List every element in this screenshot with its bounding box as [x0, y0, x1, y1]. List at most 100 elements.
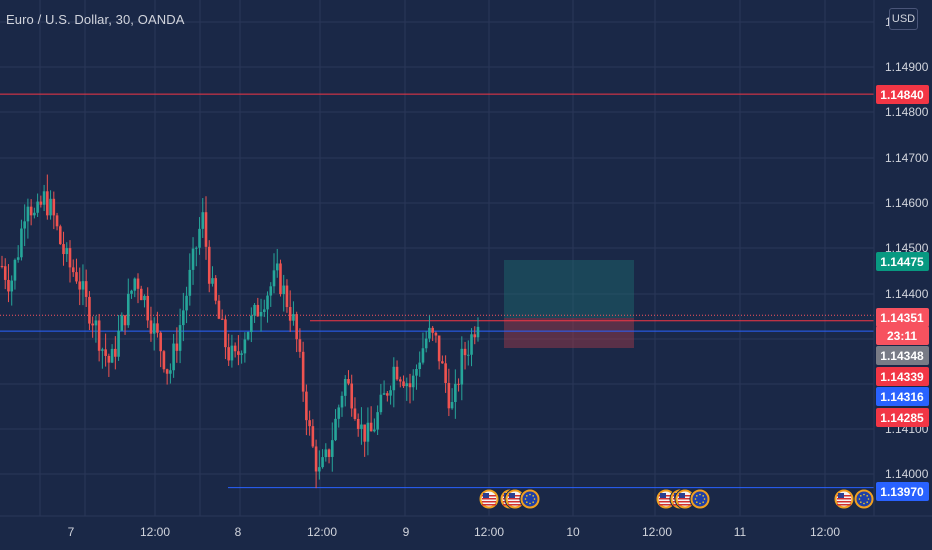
price-tick-partial: 1	[885, 15, 892, 29]
svg-text:1.14316: 1.14316	[880, 390, 924, 404]
candle-body	[78, 281, 82, 290]
candle-body	[152, 323, 156, 334]
candle-body	[240, 353, 243, 355]
time-tick-label: 9	[403, 525, 410, 539]
eu-flag-icon[interactable]	[519, 488, 541, 510]
economic-events[interactable]	[478, 488, 875, 510]
candle-body	[39, 201, 43, 205]
candle-body	[71, 267, 75, 273]
candle-body	[7, 279, 10, 292]
time-tick-label: 10	[566, 525, 580, 539]
candle-body	[29, 206, 33, 216]
candle-body	[447, 382, 451, 409]
candle-body	[415, 369, 418, 376]
target-zone[interactable]	[504, 260, 634, 318]
candle-body	[473, 334, 477, 338]
candle-body	[139, 288, 143, 301]
price-axis-tags: 1.14840 1.14475 1.14351 23:11 1.14348 1.14339…	[876, 85, 929, 501]
candle-body	[130, 290, 133, 294]
candle-body	[395, 366, 399, 380]
candle-body	[470, 334, 473, 355]
candle-body	[411, 375, 415, 388]
candle-body	[311, 426, 315, 447]
stop-zone[interactable]	[504, 318, 634, 348]
time-tick-label: 12:00	[140, 525, 170, 539]
candle-body	[363, 424, 366, 442]
candle-body	[308, 420, 311, 427]
svg-text:1.14339: 1.14339	[880, 370, 924, 384]
eu-flag-icon[interactable]	[689, 488, 711, 510]
candle-body	[156, 323, 159, 333]
candle-body	[194, 247, 198, 249]
position-zones[interactable]	[504, 260, 634, 348]
candle-body	[36, 201, 39, 213]
candle-body	[120, 315, 124, 331]
candle-body	[182, 310, 185, 326]
candle-body	[175, 343, 179, 351]
candle-body	[392, 366, 396, 391]
candle-body	[424, 338, 428, 349]
currency-button[interactable]: USD	[889, 8, 918, 30]
candle-body	[185, 295, 188, 311]
candle-body	[318, 467, 321, 472]
candle-body	[250, 315, 253, 333]
candle-body	[123, 315, 127, 326]
horizontal-levels[interactable]	[0, 93, 874, 489]
candle-body	[224, 319, 227, 348]
time-axis-panel[interactable]	[0, 516, 932, 550]
candle-body	[172, 343, 175, 371]
candle-body	[0, 265, 4, 267]
eu-flag-icon[interactable]	[853, 488, 875, 510]
candle-body	[402, 381, 405, 387]
time-tick-label: 7	[68, 525, 75, 539]
candle-body	[269, 286, 273, 296]
svg-text:1.14475: 1.14475	[880, 255, 924, 269]
price-tag: 23:11	[876, 326, 929, 345]
symbol-title[interactable]: Euro / U.S. Dollar, 30, OANDA	[6, 12, 185, 27]
candle-body	[343, 378, 347, 396]
price-tag: 1.13970	[876, 482, 929, 501]
candle-body	[256, 304, 260, 317]
candle-body	[330, 440, 334, 457]
candle-body	[162, 351, 166, 370]
candle-body	[237, 351, 240, 355]
candle-body	[285, 285, 289, 308]
candle-body	[217, 300, 221, 319]
price-tag: 1.14348	[876, 346, 929, 365]
candle-body	[149, 320, 153, 334]
candle-body	[110, 348, 114, 363]
us-flag-icon[interactable]	[478, 488, 500, 510]
candle-body	[356, 418, 360, 429]
candle-body	[26, 206, 30, 222]
candle-body	[382, 393, 386, 395]
candle-body	[418, 362, 422, 370]
candle-body	[68, 248, 72, 268]
candle-body	[191, 248, 195, 270]
candle-body	[42, 191, 46, 205]
candle-body	[457, 383, 460, 385]
candle-body	[169, 370, 172, 374]
candle-body	[301, 351, 305, 392]
time-tick-label: 12:00	[642, 525, 672, 539]
candle-body	[114, 348, 117, 357]
candle-body	[55, 215, 59, 227]
candle-body	[444, 363, 447, 383]
candle-body	[288, 307, 292, 321]
candle-body	[389, 390, 392, 396]
candle-body	[295, 314, 298, 340]
us-flag-icon[interactable]	[833, 488, 855, 510]
candle-body	[62, 244, 65, 255]
svg-text:1.14351: 1.14351	[880, 311, 924, 325]
candle-body	[428, 327, 431, 339]
candle-body	[126, 293, 130, 326]
candlestick-series	[0, 174, 480, 489]
candle-body	[353, 408, 357, 419]
candle-body	[321, 457, 324, 468]
us-flag-icon[interactable]	[674, 488, 696, 510]
us-flag-icon[interactable]	[504, 488, 526, 510]
time-tick-label: 12:00	[307, 525, 337, 539]
price-tick-label: 1.14400	[885, 287, 929, 301]
candle-body	[421, 348, 425, 363]
